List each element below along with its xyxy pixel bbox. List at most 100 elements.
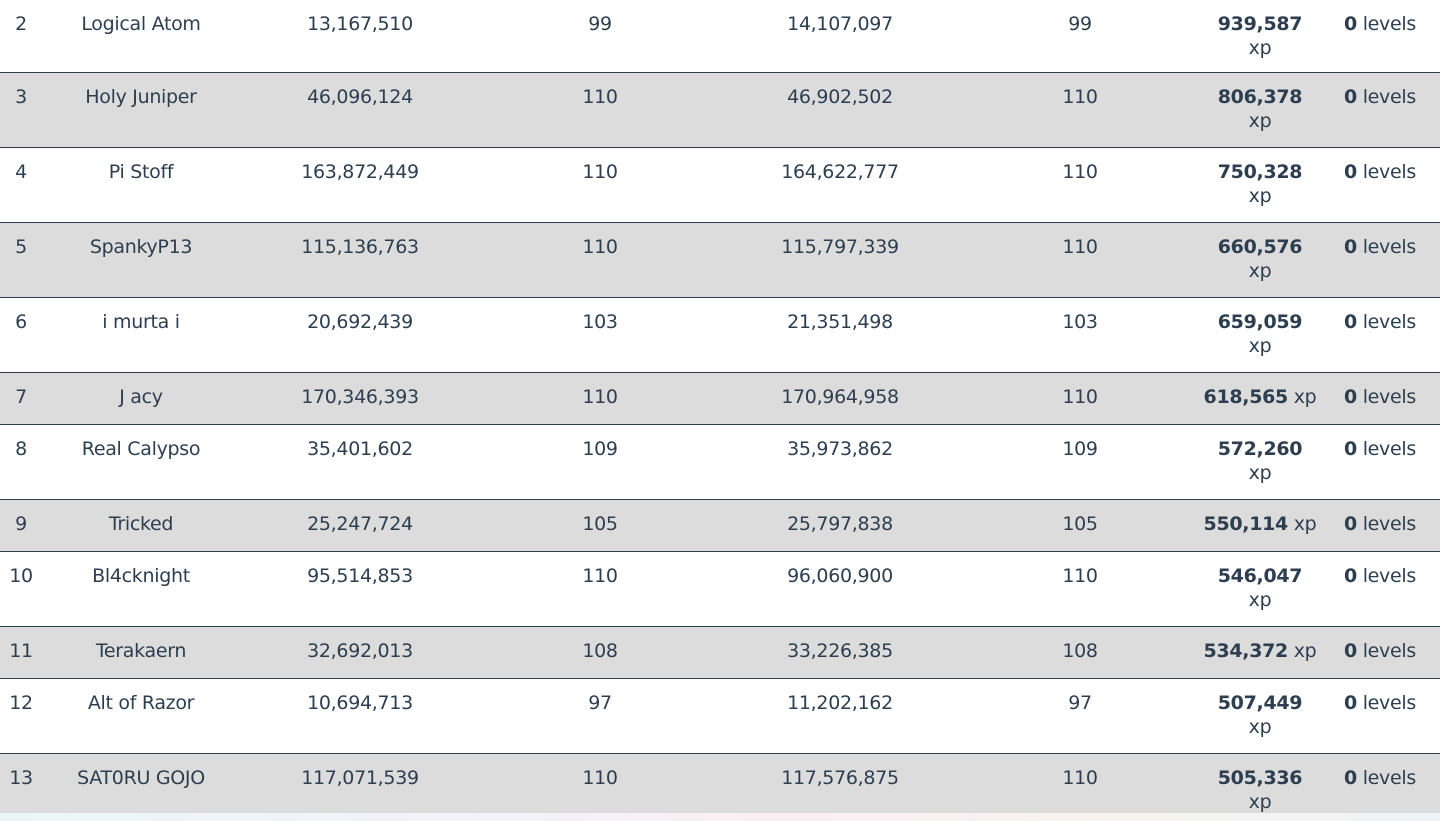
- end-xp-cell: 115,797,339: [781, 236, 899, 258]
- table-row: 13 SAT0RU GOJO 117,071,539 110 117,576,8…: [0, 754, 1440, 813]
- levels-gained-value: 0: [1344, 86, 1357, 108]
- rank-cell: 10: [9, 565, 33, 587]
- end-level-cell: 105: [1062, 513, 1098, 535]
- xp-gained-value: 550,114: [1203, 513, 1289, 535]
- levels-gained-cell: 0 levels: [1330, 235, 1430, 259]
- table-row: 8 Real Calypso 35,401,602 109 35,973,862…: [0, 425, 1440, 500]
- levels-gained-cell: 0 levels: [1330, 437, 1430, 461]
- rank-cell: 3: [15, 86, 27, 108]
- player-name-cell: Tricked: [108, 513, 174, 535]
- start-xp-cell: 95,514,853: [307, 565, 413, 587]
- levels-gained-cell: 0 levels: [1330, 512, 1430, 536]
- end-xp-cell: 25,797,838: [787, 513, 893, 535]
- player-name-cell: Alt of Razor: [87, 692, 195, 714]
- levels-unit: levels: [1362, 692, 1417, 714]
- rank-cell: 12: [9, 692, 33, 714]
- xp-gained-value: 750,328: [1217, 161, 1303, 183]
- player-name-cell: SAT0RU GOJO: [77, 767, 205, 789]
- xp-unit: xp: [1248, 589, 1272, 611]
- start-xp-cell: 163,872,449: [301, 161, 419, 183]
- table-row: 5 SpankyP13 115,136,763 110 115,797,339 …: [0, 223, 1440, 298]
- table-row: 9 Tricked 25,247,724 105 25,797,838 105 …: [0, 500, 1440, 552]
- start-level-cell: 110: [582, 161, 618, 183]
- xp-gained-cell: 659,059 xp: [1205, 310, 1315, 358]
- levels-gained-value: 0: [1344, 13, 1357, 35]
- start-level-cell: 110: [582, 86, 618, 108]
- levels-gained-cell: 0 levels: [1330, 12, 1430, 36]
- start-level-cell: 110: [582, 767, 618, 789]
- end-level-cell: 110: [1062, 565, 1098, 587]
- levels-unit: levels: [1362, 767, 1417, 789]
- levels-unit: levels: [1362, 640, 1417, 662]
- player-name-cell: Logical Atom: [81, 13, 201, 35]
- start-xp-cell: 10,694,713: [307, 692, 413, 714]
- xp-gained-value: 572,260: [1217, 438, 1303, 460]
- xp-gained-cell: 546,047 xp: [1205, 564, 1315, 612]
- end-level-cell: 110: [1062, 767, 1098, 789]
- xp-unit: xp: [1248, 185, 1272, 207]
- levels-gained-cell: 0 levels: [1330, 766, 1430, 790]
- end-level-cell: 110: [1062, 386, 1098, 408]
- xp-gained-value: 659,059: [1217, 311, 1303, 333]
- xp-gained-value: 618,565: [1203, 386, 1289, 408]
- start-level-cell: 103: [582, 311, 618, 333]
- levels-gained-value: 0: [1344, 438, 1357, 460]
- player-name-cell: SpankyP13: [89, 236, 193, 258]
- xp-unit: xp: [1248, 716, 1272, 738]
- end-level-cell: 109: [1062, 438, 1098, 460]
- player-name-cell: Holy Juniper: [85, 86, 197, 108]
- xp-gained-cell: 572,260 xp: [1205, 437, 1315, 485]
- xp-gained-value: 534,372: [1203, 640, 1289, 662]
- levels-gained-value: 0: [1344, 692, 1357, 714]
- end-level-cell: 97: [1068, 692, 1092, 714]
- rank-cell: 4: [15, 161, 27, 183]
- levels-unit: levels: [1362, 386, 1417, 408]
- xp-gained-value: 806,378: [1217, 86, 1303, 108]
- start-level-cell: 108: [582, 640, 618, 662]
- xp-gained-cell: 534,372 xp: [1200, 639, 1320, 663]
- player-name-cell: Terakaern: [95, 640, 187, 662]
- xp-unit: xp: [1293, 513, 1317, 535]
- levels-unit: levels: [1362, 236, 1417, 258]
- start-xp-cell: 115,136,763: [301, 236, 419, 258]
- end-xp-cell: 35,973,862: [787, 438, 893, 460]
- start-xp-cell: 35,401,602: [307, 438, 413, 460]
- rank-cell: 2: [15, 13, 27, 35]
- start-xp-cell: 117,071,539: [301, 767, 419, 789]
- table-row: 11 Terakaern 32,692,013 108 33,226,385 1…: [0, 627, 1440, 679]
- end-level-cell: 110: [1062, 161, 1098, 183]
- xp-gained-value: 660,576: [1217, 236, 1303, 258]
- levels-gained-value: 0: [1344, 161, 1357, 183]
- player-name-cell: Pi Stoff: [108, 161, 174, 183]
- rank-cell: 5: [15, 236, 27, 258]
- xp-unit: xp: [1248, 37, 1272, 59]
- rank-cell: 9: [15, 513, 27, 535]
- end-xp-cell: 117,576,875: [781, 767, 899, 789]
- start-xp-cell: 46,096,124: [307, 86, 413, 108]
- start-xp-cell: 20,692,439: [307, 311, 413, 333]
- levels-unit: levels: [1362, 86, 1417, 108]
- table-row: 4 Pi Stoff 163,872,449 110 164,622,777 1…: [0, 148, 1440, 223]
- start-level-cell: 99: [588, 13, 612, 35]
- levels-gained-value: 0: [1344, 386, 1357, 408]
- levels-gained-cell: 0 levels: [1330, 385, 1430, 409]
- end-xp-cell: 11,202,162: [787, 692, 893, 714]
- start-level-cell: 97: [588, 692, 612, 714]
- levels-gained-value: 0: [1344, 640, 1357, 662]
- table-row: 3 Holy Juniper 46,096,124 110 46,902,502…: [0, 73, 1440, 148]
- xp-gained-cell: 505,336 xp: [1205, 766, 1315, 813]
- xp-gained-value: 505,336: [1217, 767, 1303, 789]
- levels-unit: levels: [1362, 311, 1417, 333]
- player-name-cell: J acy: [119, 386, 163, 408]
- player-name-cell: i murta i: [102, 311, 180, 333]
- end-level-cell: 99: [1068, 13, 1092, 35]
- xp-unit: xp: [1293, 386, 1317, 408]
- levels-gained-value: 0: [1344, 236, 1357, 258]
- xp-gained-cell: 806,378 xp: [1205, 85, 1315, 133]
- table-row: 10 Bl4cknight 95,514,853 110 96,060,900 …: [0, 552, 1440, 627]
- rank-cell: 8: [15, 438, 27, 460]
- levels-gained-cell: 0 levels: [1330, 160, 1430, 184]
- start-level-cell: 105: [582, 513, 618, 535]
- levels-unit: levels: [1362, 161, 1417, 183]
